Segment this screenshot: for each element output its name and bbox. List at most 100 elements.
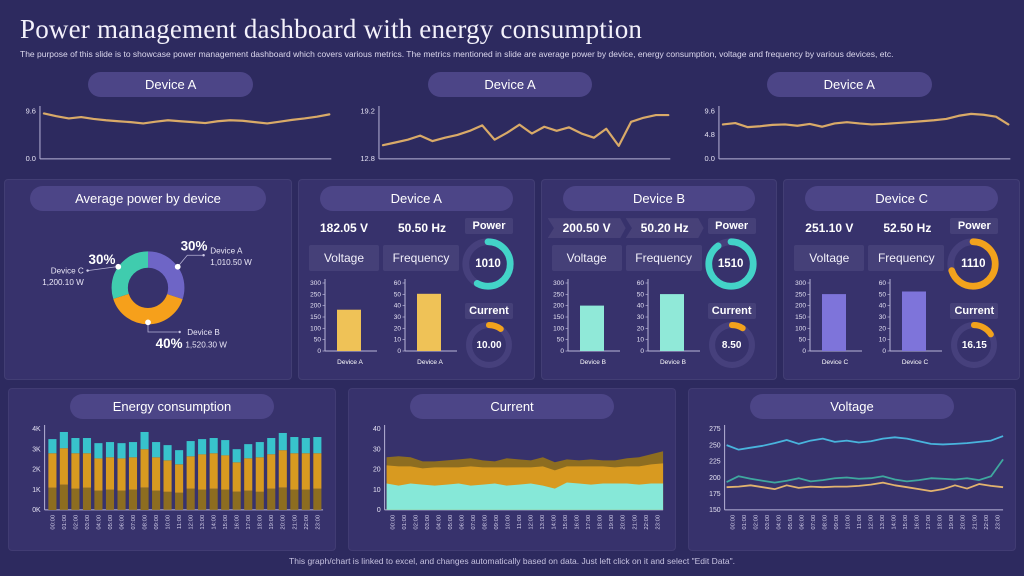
svg-text:Device A: Device A [210, 247, 243, 256]
device-a-power-gauge[interactable]: 1010 [459, 235, 517, 293]
svg-text:13:00: 13:00 [540, 514, 546, 529]
svg-text:175: 175 [709, 491, 721, 498]
svg-text:50: 50 [879, 292, 887, 299]
top-chart-row: Device A 9.6 0.0 Device A 19.2 12.8 Device… [0, 60, 1024, 171]
line-chart-device-a-3[interactable]: 9.6 4.8 0.0 [685, 101, 1014, 171]
avg-power-header[interactable]: Average power by device [29, 186, 267, 212]
svg-text:15:00: 15:00 [223, 514, 229, 529]
svg-text:18:00: 18:00 [598, 514, 604, 529]
svg-text:01:00: 01:00 [402, 514, 408, 529]
svg-text:200: 200 [553, 303, 564, 310]
svg-text:Device A: Device A [417, 359, 443, 366]
svg-text:1K: 1K [32, 487, 41, 494]
device-b-voltage-bar-chart[interactable]: 300 250 200 150 100 50 0 Device B [546, 275, 626, 375]
device-b-voltage-button[interactable]: Voltage [551, 245, 622, 272]
svg-text:00:00: 00:00 [50, 514, 56, 529]
avg-power-panel: Average power by device 30% Device A 1,010… [4, 179, 292, 381]
svg-text:150: 150 [709, 507, 721, 514]
svg-text:01:00: 01:00 [62, 514, 68, 529]
svg-text:03:00: 03:00 [85, 514, 91, 529]
voltage-header[interactable]: Voltage [750, 394, 954, 420]
svg-text:04:00: 04:00 [96, 514, 102, 529]
svg-text:300: 300 [795, 280, 806, 287]
svg-text:300: 300 [310, 280, 321, 287]
device-c-voltage-bar-chart[interactable]: 300 250 200 150 100 50 0 Device C [788, 275, 868, 375]
line-chart-device-a-1[interactable]: 9.6 0.0 [6, 101, 335, 171]
svg-text:200: 200 [709, 475, 721, 482]
svg-text:22:00: 22:00 [984, 514, 990, 529]
svg-text:21:00: 21:00 [972, 514, 978, 529]
svg-text:50: 50 [799, 337, 807, 344]
svg-text:12:00: 12:00 [869, 514, 875, 529]
device-a-current-gauge[interactable]: 10.00 [463, 319, 515, 371]
svg-text:19:00: 19:00 [269, 514, 275, 529]
svg-text:0: 0 [640, 348, 644, 355]
chart-header-device-a-2[interactable]: Device A [427, 72, 593, 98]
device-c-frequency-button[interactable]: Frequency [868, 245, 945, 272]
device-b-current-gauge[interactable]: 8.50 [706, 319, 758, 371]
svg-text:05:00: 05:00 [788, 514, 794, 529]
device-c-current-gauge[interactable]: 16.15 [948, 319, 1000, 371]
svg-text:10: 10 [394, 337, 402, 344]
device-a-header[interactable]: Device A [320, 186, 513, 212]
svg-text:50: 50 [314, 337, 322, 344]
device-c-frequency-bar-chart[interactable]: 60 50 40 30 20 10 0 Device C [868, 275, 948, 375]
device-c-header[interactable]: Device C [805, 186, 998, 212]
svg-text:13:00: 13:00 [200, 514, 206, 529]
device-c-power-gauge[interactable]: 1110 [944, 235, 1002, 293]
svg-text:40: 40 [373, 426, 381, 433]
svg-text:19:00: 19:00 [949, 514, 955, 529]
svg-text:06:00: 06:00 [799, 514, 805, 529]
svg-text:15:00: 15:00 [563, 514, 569, 529]
device-b-header[interactable]: Device B [562, 186, 756, 212]
svg-text:3K: 3K [32, 447, 41, 454]
device-a-voltage-button[interactable]: Voltage [309, 245, 379, 272]
device-b-panel: Device B 200.50 V 50.20 Hz Power Voltage… [540, 179, 778, 381]
device-a-frequency-bar-chart[interactable]: 60 50 40 30 20 10 0 Device A [383, 275, 463, 375]
svg-text:60: 60 [394, 280, 402, 287]
chart-header-device-a-1[interactable]: Device A [88, 72, 253, 98]
svg-text:9.6: 9.6 [704, 107, 714, 116]
svg-text:09:00: 09:00 [494, 514, 500, 529]
svg-text:19:00: 19:00 [609, 514, 615, 529]
svg-text:Device C: Device C [902, 359, 929, 366]
energy-consumption-header[interactable]: Energy consumption [70, 394, 274, 420]
svg-text:300: 300 [553, 280, 564, 287]
svg-text:18:00: 18:00 [258, 514, 264, 529]
svg-text:05:00: 05:00 [448, 514, 454, 529]
top-chart-3: Device A 9.6 4.8 0.0 [685, 72, 1014, 171]
svg-text:100: 100 [310, 326, 321, 333]
device-c-current-label: Current [950, 303, 999, 320]
svg-text:19.2: 19.2 [361, 107, 376, 116]
svg-text:30%: 30% [89, 252, 116, 267]
svg-text:0: 0 [883, 348, 887, 355]
device-b-power-label: Power [707, 218, 756, 235]
middle-row: Average power by device 30% Device A 1,010… [0, 171, 1024, 381]
device-a-frequency-button[interactable]: Frequency [383, 245, 459, 272]
current-header[interactable]: Current [410, 394, 614, 420]
device-a-voltage-bar-chart[interactable]: 300 250 200 150 100 50 0 Device A [303, 275, 383, 375]
current-area-chart[interactable]: 40 30 20 10 0 00:00 01:00 02:00 03:00 04:00 05:00 0… [353, 423, 671, 547]
svg-text:Device B: Device B [187, 328, 220, 337]
svg-text:30: 30 [636, 314, 644, 321]
device-c-voltage-button[interactable]: Voltage [794, 245, 865, 272]
svg-text:02:00: 02:00 [753, 514, 759, 529]
svg-text:02:00: 02:00 [73, 514, 79, 529]
svg-text:22:00: 22:00 [644, 514, 650, 529]
chart-header-device-a-3[interactable]: Device A [766, 72, 932, 98]
svg-text:250: 250 [709, 443, 721, 450]
device-b-frequency-button[interactable]: Frequency [625, 245, 702, 272]
line-chart-device-a-2[interactable]: 19.2 12.8 [345, 101, 674, 171]
svg-text:10:00: 10:00 [506, 514, 512, 529]
svg-text:17:00: 17:00 [586, 514, 592, 529]
device-a-power-label: Power [465, 218, 513, 235]
voltage-line-chart[interactable]: 275 250 225 200 175 150 00:00 01:00 02:00 03:00 04… [693, 423, 1011, 547]
energy-consumption-bar-chart[interactable]: 4K 3K 2K 1K 0K 00:00 01:00 02:00 03:00 04:00 05:00… [13, 423, 331, 547]
svg-text:11:00: 11:00 [857, 514, 863, 529]
device-b-frequency-bar-chart[interactable]: 60 50 40 30 20 10 0 Device B [626, 275, 706, 375]
device-b-power-gauge[interactable]: 1510 [702, 235, 760, 293]
device-a-frequency-value: 50.50 Hz [397, 221, 447, 236]
svg-text:07:00: 07:00 [471, 514, 477, 529]
